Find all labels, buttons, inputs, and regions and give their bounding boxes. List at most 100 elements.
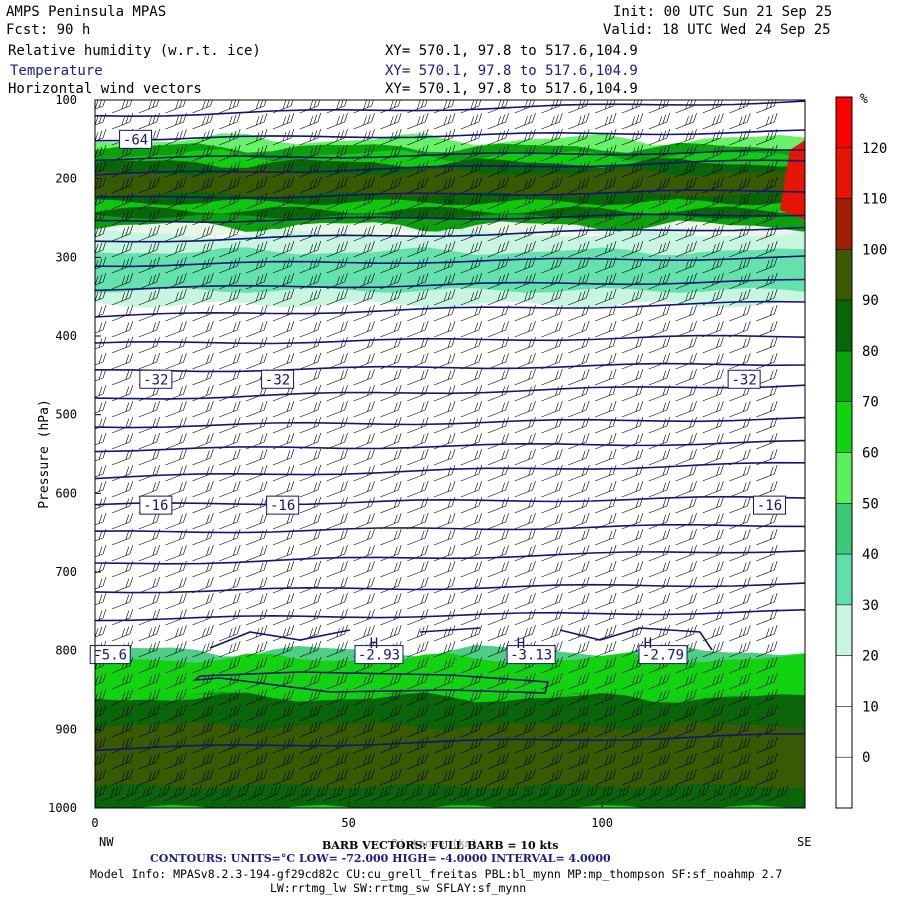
isotherm: [95, 100, 805, 118]
colorbar-unit: %: [860, 92, 868, 107]
x-axis-title: Distance (km): [392, 837, 479, 850]
high-marker-label: H: [517, 636, 525, 652]
contour-label: -2.79: [638, 645, 688, 665]
contour-label-box: [506, 645, 556, 665]
contour-label-text: -64: [123, 132, 148, 148]
contour-label: -16: [139, 495, 173, 515]
isotherm: [95, 189, 805, 199]
colorbar-tick-label: 10: [862, 699, 879, 715]
rh-band: [95, 158, 805, 206]
field-rh-label: Relative humidity (w.r.t. ice): [8, 43, 261, 59]
rh-band-halo: [95, 645, 805, 808]
field-temperature-xy: XY= 570.1, 97.8 to 517.6,104.9: [385, 63, 638, 79]
colorbar-segment: [836, 655, 852, 707]
colorbar-segment: [836, 604, 852, 656]
contour-label-box: [266, 495, 300, 515]
colorbar-segment: [836, 198, 852, 250]
contour-label-box: [139, 369, 173, 389]
contour-label-text: H: [370, 636, 378, 652]
y-tick-label: 500: [55, 408, 77, 422]
contour-label-text: -32: [143, 372, 168, 388]
contour-label-box: [139, 495, 173, 515]
colorbar-segment: [836, 97, 852, 148]
isotherm: [95, 582, 805, 594]
isotherm: [95, 495, 805, 506]
contour-label: -16: [266, 495, 300, 515]
field-wind-xy: XY= 570.1, 97.8 to 517.6,104.9: [385, 81, 638, 97]
colorbar-segment: [836, 706, 852, 758]
rh-band-core: [95, 164, 805, 219]
valid-time: Valid: 18 UTC Wed 24 Sep 25: [603, 22, 831, 38]
y-tick-label: 900: [55, 722, 77, 736]
colorbar-tick-label: 90: [862, 293, 879, 309]
contour-label: -64: [119, 129, 153, 149]
isotherm: [95, 300, 805, 318]
contour-label-box: [638, 645, 688, 665]
rh-band-max: [780, 140, 805, 220]
colorbar-tick-label: 120: [862, 141, 887, 157]
model-info: Model Info: MPASv8.2.3-194-gf29cd82c CU:…: [90, 867, 783, 881]
colorbar-tick-label: 110: [862, 192, 887, 208]
isotherm-low: [192, 671, 550, 694]
plot-frame: [94, 99, 806, 809]
x-tick-label: 50: [341, 816, 355, 830]
colorbar-tick-label: 70: [862, 395, 879, 411]
rh-band-halo: [95, 149, 805, 214]
rh-band-halo: [95, 133, 805, 246]
isotherm: [95, 524, 805, 534]
isotherm: [95, 733, 805, 752]
contour-label-box: [727, 369, 761, 389]
y-tick-label: 600: [55, 486, 77, 500]
colorbar-frame: [835, 96, 853, 809]
contour-label-box: [119, 129, 153, 149]
y-tick-label: 400: [55, 329, 77, 343]
contour-label-text: -2.79: [642, 648, 684, 664]
y-axis-title: Pressure (hPa): [37, 399, 52, 509]
field-rh-xy: XY= 570.1, 97.8 to 517.6,104.9: [385, 43, 638, 59]
contour-label: -32: [261, 369, 295, 389]
contour-label: -5.6: [89, 645, 131, 665]
high-marker-label: H: [370, 636, 378, 652]
contour-label-text: -16: [757, 498, 782, 514]
field-wind-label: Horizontal wind vectors: [8, 81, 202, 97]
y-tick-label: 300: [55, 250, 77, 264]
contour-label-text: -3.13: [510, 648, 552, 664]
rh-band: [95, 142, 805, 237]
colorbar-segment: [836, 401, 852, 453]
barb-note: BARB VECTORS: FULL BARB = 10 kts: [322, 839, 559, 852]
x-end-label-nw: NW: [99, 835, 114, 849]
rh-band-core: [95, 691, 805, 781]
isotherm: [95, 159, 805, 176]
colorbar-tick-label: 40: [862, 547, 879, 563]
contour-label-text: -16: [270, 498, 295, 514]
colorbar-tick-label: 30: [862, 598, 879, 614]
isotherm: [95, 255, 805, 268]
contours-info: CONTOURS: UNITS=°C LOW= -72.000 HIGH= -4…: [150, 852, 611, 865]
isotherm: [95, 461, 805, 480]
isotherm: [95, 416, 805, 429]
contour-label: -2.93: [354, 645, 404, 665]
isotherm: [95, 384, 805, 400]
rh-band: [95, 228, 805, 308]
rh-band-core: [95, 721, 805, 789]
x-tick-label: 0: [91, 816, 98, 830]
colorbar-segment: [836, 350, 852, 402]
contour-label-text: H: [517, 636, 525, 652]
rh-band: [95, 692, 805, 808]
isotherm: [95, 550, 805, 565]
y-tick-label: 800: [55, 644, 77, 658]
y-tick-label: 700: [55, 565, 77, 579]
rh-band-core: [95, 247, 805, 293]
colorbar-tick-label: 50: [862, 496, 879, 512]
isotherm: [95, 278, 805, 292]
colorbar-segment: [836, 147, 852, 199]
contour-label-text: -5.6: [93, 648, 127, 664]
rh-band-core: [95, 168, 805, 197]
contour-label-box: [261, 369, 295, 389]
x-end-label-se: SE: [797, 835, 811, 849]
colorbar-segment: [836, 452, 852, 504]
contour-label-box: [753, 495, 786, 515]
contour-label-box: [354, 645, 404, 665]
isotherm: [95, 609, 805, 622]
